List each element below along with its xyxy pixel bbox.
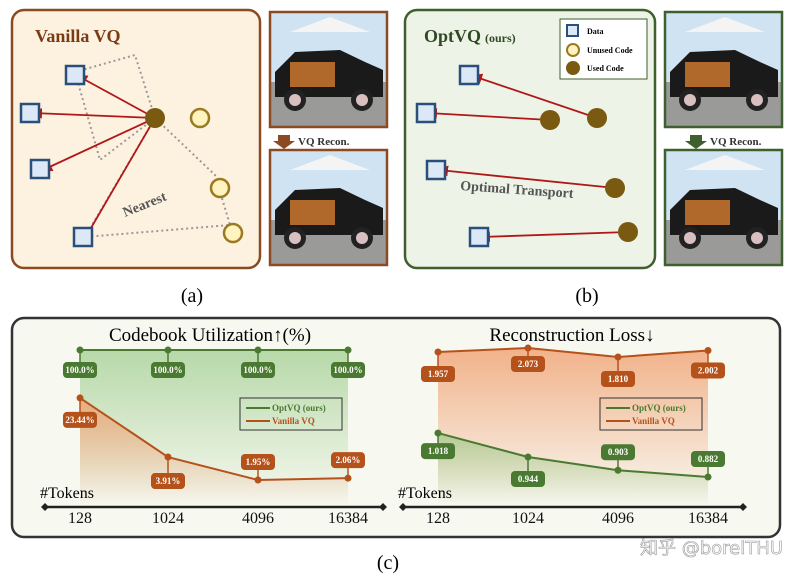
legend-used: Used Code bbox=[587, 64, 624, 73]
x-tick-label: 4096 bbox=[602, 510, 634, 527]
down-arrow-icon bbox=[273, 135, 295, 149]
axis-end-icon bbox=[379, 503, 387, 511]
axis-end-icon bbox=[399, 503, 407, 511]
data-label-box bbox=[601, 444, 635, 461]
caption-a: (a) bbox=[181, 285, 203, 307]
data-label-box bbox=[601, 371, 635, 387]
data-label: 3.91% bbox=[156, 476, 181, 486]
panel-c: Codebook Utilization↑(%) #Tokens 128 1024 40… bbox=[10, 316, 782, 574]
utilization-chart: Codebook Utilization↑(%) #Tokens 128 1024 40… bbox=[40, 325, 387, 527]
data-label-box bbox=[331, 452, 365, 469]
down-arrow-icon bbox=[685, 135, 707, 149]
assignment-arrows bbox=[31, 75, 156, 242]
data-label: 2.073 bbox=[518, 359, 539, 369]
data-label: 1.957 bbox=[428, 369, 449, 379]
panel-a-title: Vanilla VQ bbox=[35, 26, 121, 46]
data-label: 100.0% bbox=[65, 365, 94, 375]
original-image bbox=[665, 12, 782, 127]
data-label: 0.882 bbox=[698, 454, 719, 464]
recon-label: VQ Recon. bbox=[298, 136, 350, 148]
legend bbox=[599, 397, 703, 431]
panel-b-title: OptVQ bbox=[424, 26, 481, 46]
panel-b-title-suffix: (ours) bbox=[485, 31, 516, 45]
series-line bbox=[79, 397, 349, 481]
x-tick-label: 128 bbox=[68, 510, 92, 527]
svg-text:OptVQ(ours): OptVQ (ours) bbox=[424, 26, 516, 46]
data-label: 2.06% bbox=[336, 455, 361, 465]
data-label-box bbox=[691, 362, 725, 379]
axis-end-icon bbox=[739, 503, 747, 511]
chart-title: Reconstruction Loss↓ bbox=[489, 325, 654, 346]
data-label: 0.944 bbox=[518, 474, 539, 484]
data-label-box bbox=[151, 362, 185, 379]
legend-label: Vanilla VQ bbox=[632, 416, 675, 426]
data-label-box bbox=[241, 453, 275, 470]
used-code bbox=[145, 108, 165, 128]
data-label: 100.0% bbox=[153, 365, 182, 375]
panel-b: OptVQ (ours) Data Unused Code Used Code O… bbox=[403, 8, 784, 307]
data-points bbox=[415, 64, 490, 248]
panel-a: Vanilla VQ Nearest VQ Recon. (a) bbox=[10, 8, 389, 307]
data-label: 2.002 bbox=[698, 365, 719, 375]
data-label-box bbox=[63, 362, 97, 379]
data-label-box bbox=[241, 362, 275, 379]
axis-end-icon bbox=[41, 503, 49, 511]
data-label-box bbox=[421, 443, 455, 460]
data-label-box bbox=[331, 362, 365, 379]
legend-unused: Unused Code bbox=[587, 46, 633, 55]
legend-label: OptVQ (ours) bbox=[272, 403, 326, 413]
series-line bbox=[437, 347, 709, 359]
data-label-box bbox=[511, 470, 545, 487]
caption-c: (c) bbox=[377, 552, 399, 574]
x-tick-label: 16384 bbox=[688, 510, 728, 527]
data-label-box bbox=[421, 366, 455, 383]
used-codes bbox=[540, 108, 638, 242]
data-label: 1.95% bbox=[246, 457, 271, 467]
data-label: 23.44% bbox=[65, 415, 94, 425]
caption-b: (b) bbox=[575, 285, 598, 307]
legend bbox=[239, 397, 343, 431]
original-image bbox=[270, 12, 387, 127]
x-axis-label: #Tokens bbox=[398, 485, 452, 502]
data-label: 0.903 bbox=[608, 447, 629, 457]
data-label: 1.018 bbox=[428, 446, 449, 456]
data-label: 100.0% bbox=[333, 365, 362, 375]
legend-data: Data bbox=[587, 27, 603, 36]
legend-label: OptVQ (ours) bbox=[632, 403, 686, 413]
x-tick-label: 1024 bbox=[512, 510, 544, 527]
data-label-box bbox=[63, 411, 97, 428]
legend-label: Vanilla VQ bbox=[272, 416, 315, 426]
x-tick-label: 1024 bbox=[152, 510, 184, 527]
series-line bbox=[437, 432, 709, 478]
reconstructed-image bbox=[270, 150, 387, 265]
legend-b: Data Unused Code Used Code bbox=[559, 18, 648, 80]
data-label: 1.810 bbox=[608, 374, 629, 384]
series-area bbox=[80, 397, 348, 505]
x-axis-label: #Tokens bbox=[40, 485, 94, 502]
data-label-box bbox=[691, 451, 725, 467]
x-tick-label: 128 bbox=[426, 510, 450, 527]
loss-chart: Reconstruction Loss↓ #Tokens 128 1024 4096 16… bbox=[398, 325, 747, 527]
data-label-box bbox=[151, 473, 185, 490]
recon-label: VQ Recon. bbox=[710, 136, 762, 148]
data-label-box bbox=[511, 356, 545, 373]
data-label: 100.0% bbox=[243, 365, 272, 375]
transport-arrows bbox=[426, 73, 629, 243]
x-tick-label: 4096 bbox=[242, 510, 274, 527]
unused-codes bbox=[189, 107, 244, 244]
x-tick-label: 16384 bbox=[328, 510, 368, 527]
chart-title: Codebook Utilization↑(%) bbox=[109, 325, 311, 346]
watermark: 知乎 @borelTHU bbox=[640, 538, 783, 559]
reconstructed-image bbox=[665, 150, 782, 265]
data-points bbox=[19, 64, 94, 248]
